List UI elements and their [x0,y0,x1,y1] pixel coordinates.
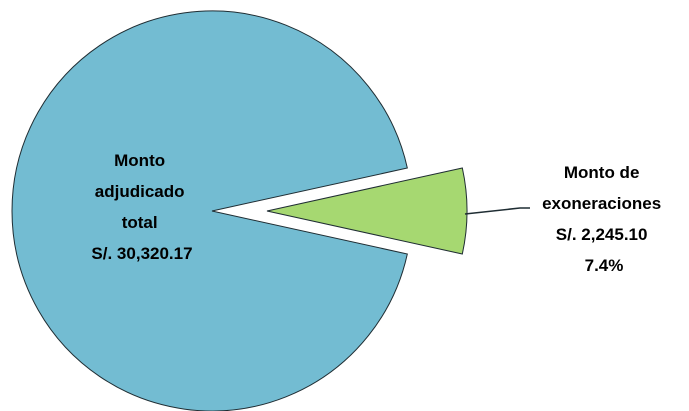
slice-label-line: Monto [114,151,165,170]
pie-slice-adjudicado-total[interactable] [11,10,408,411]
pie-slice-exoneraciones[interactable] [266,167,468,255]
slice-label-adjudicado-total: Monto adjudicado total S/. 30,320.17 [91,151,192,263]
slice-label-line: Monto de [564,163,640,182]
slice-label-value: S/. 30,320.17 [91,244,192,263]
slice-label-value: S/. 2,245.10 [556,225,648,244]
slice-label-line: adjudicado [95,182,185,201]
slice-label-line: total [122,213,158,232]
slice-label-line: exoneraciones [542,194,661,213]
leader-line-exoneraciones [464,207,530,215]
slice-label-exoneraciones: Monto de exoneraciones S/. 2,245.10 7.4% [542,163,666,275]
slice-label-percent: 7.4% [585,256,624,275]
